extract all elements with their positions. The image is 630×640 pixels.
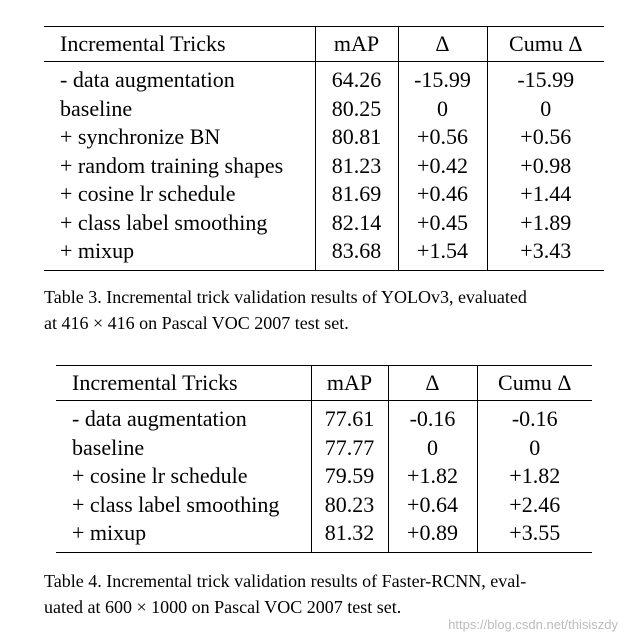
cell-map: 77.77 — [310, 433, 388, 462]
cell-trick: + random training shapes — [60, 152, 284, 178]
table-4-caption: Table 4. Incremental trick validation re… — [44, 568, 614, 620]
cell-delta: +0.56 — [397, 123, 487, 152]
cell-trick: baseline — [72, 434, 145, 460]
cell-delta: 0 — [397, 94, 487, 123]
table-row: - data augmentation 77.61 -0.16 -0.16 — [56, 400, 592, 434]
table-row: baseline 77.77 0 0 — [56, 433, 592, 462]
cell-map: 64.26 — [314, 61, 398, 95]
cell-delta: 0 — [387, 433, 477, 462]
header-delta: Δ — [387, 365, 477, 401]
cell-trick: + class label smoothing — [72, 491, 280, 517]
header-incremental-tricks: Incremental Tricks — [60, 31, 226, 56]
cell-cumu-delta: +1.89 — [486, 208, 604, 237]
header-cumu-delta: Cumu Δ — [476, 365, 592, 401]
cell-map: 83.68 — [314, 237, 398, 270]
cell-delta: -0.16 — [387, 400, 477, 434]
table-row: + cosine lr schedule 81.69 +0.46 +1.44 — [44, 180, 604, 209]
table-header-row: Incremental Tricks mAP Δ Cumu Δ — [44, 26, 604, 62]
cell-map: 79.59 — [310, 462, 388, 491]
cell-map: 82.14 — [314, 208, 398, 237]
cell-trick: baseline — [60, 95, 133, 121]
table-row: + mixup 83.68 +1.54 +3.43 — [44, 237, 604, 270]
table-row: + cosine lr schedule 79.59 +1.82 +1.82 — [56, 462, 592, 491]
cell-delta: +0.45 — [397, 208, 487, 237]
cell-map: 80.81 — [314, 123, 398, 152]
header-incremental-tricks: Incremental Tricks — [72, 370, 238, 395]
table-row: baseline 80.25 0 0 — [44, 94, 604, 123]
cell-delta: +1.54 — [397, 237, 487, 270]
cell-map: 80.23 — [310, 490, 388, 519]
header-map: mAP — [310, 365, 388, 401]
table-3: Incremental Tricks mAP Δ Cumu Δ - data a… — [44, 26, 604, 271]
header-map: mAP — [314, 26, 398, 62]
cell-trick: - data augmentation — [60, 67, 235, 93]
table-header-row: Incremental Tricks mAP Δ Cumu Δ — [56, 365, 592, 401]
cell-cumu-delta: +3.55 — [476, 519, 592, 552]
cell-trick: + cosine lr schedule — [72, 463, 248, 489]
cell-cumu-delta: -0.16 — [476, 400, 592, 434]
header-delta: Δ — [397, 26, 487, 62]
cell-map: 77.61 — [310, 400, 388, 434]
caption-line: Table 3. Incremental trick validation re… — [44, 287, 527, 307]
cell-cumu-delta: +0.98 — [486, 151, 604, 180]
cell-trick: - data augmentation — [72, 406, 247, 432]
table-row: + class label smoothing 82.14 +0.45 +1.8… — [44, 208, 604, 237]
cell-cumu-delta: +2.46 — [476, 490, 592, 519]
table-row: + synchronize BN 80.81 +0.56 +0.56 — [44, 123, 604, 152]
table-3-caption: Table 3. Incremental trick validation re… — [44, 284, 614, 336]
table-row: + mixup 81.32 +0.89 +3.55 — [56, 519, 592, 552]
cell-trick: + class label smoothing — [60, 209, 268, 235]
cell-cumu-delta: 0 — [486, 94, 604, 123]
cell-cumu-delta: 0 — [476, 433, 592, 462]
cell-map: 81.23 — [314, 151, 398, 180]
caption-line: Table 4. Incremental trick validation re… — [44, 571, 527, 591]
cell-cumu-delta: +1.82 — [476, 462, 592, 491]
cell-map: 81.32 — [310, 519, 388, 552]
table-row: + random training shapes 81.23 +0.42 +0.… — [44, 151, 604, 180]
cell-cumu-delta: +0.56 — [486, 123, 604, 152]
cell-trick: + cosine lr schedule — [60, 181, 236, 207]
cell-map: 80.25 — [314, 94, 398, 123]
cell-delta: +0.64 — [387, 490, 477, 519]
table-row: + class label smoothing 80.23 +0.64 +2.4… — [56, 490, 592, 519]
cell-delta: -15.99 — [397, 61, 487, 95]
cell-cumu-delta: +1.44 — [486, 180, 604, 209]
cell-cumu-delta: -15.99 — [486, 61, 604, 95]
cell-delta: +0.46 — [397, 180, 487, 209]
watermark: https://blog.csdn.net/thisiszdy — [448, 617, 618, 632]
cell-cumu-delta: +3.43 — [486, 237, 604, 270]
caption-line: at 416 × 416 on Pascal VOC 2007 test set… — [44, 313, 349, 333]
header-cumu-delta: Cumu Δ — [486, 26, 604, 62]
cell-delta: +0.89 — [387, 519, 477, 552]
table-row: - data augmentation 64.26 -15.99 -15.99 — [44, 61, 604, 95]
cell-delta: +1.82 — [387, 462, 477, 491]
caption-line: uated at 600 × 1000 on Pascal VOC 2007 t… — [44, 597, 402, 617]
cell-delta: +0.42 — [397, 151, 487, 180]
cell-trick: + mixup — [72, 520, 147, 546]
cell-trick: + mixup — [60, 238, 135, 264]
cell-map: 81.69 — [314, 180, 398, 209]
cell-trick: + synchronize BN — [60, 124, 221, 150]
table-4: Incremental Tricks mAP Δ Cumu Δ - data a… — [56, 365, 592, 553]
